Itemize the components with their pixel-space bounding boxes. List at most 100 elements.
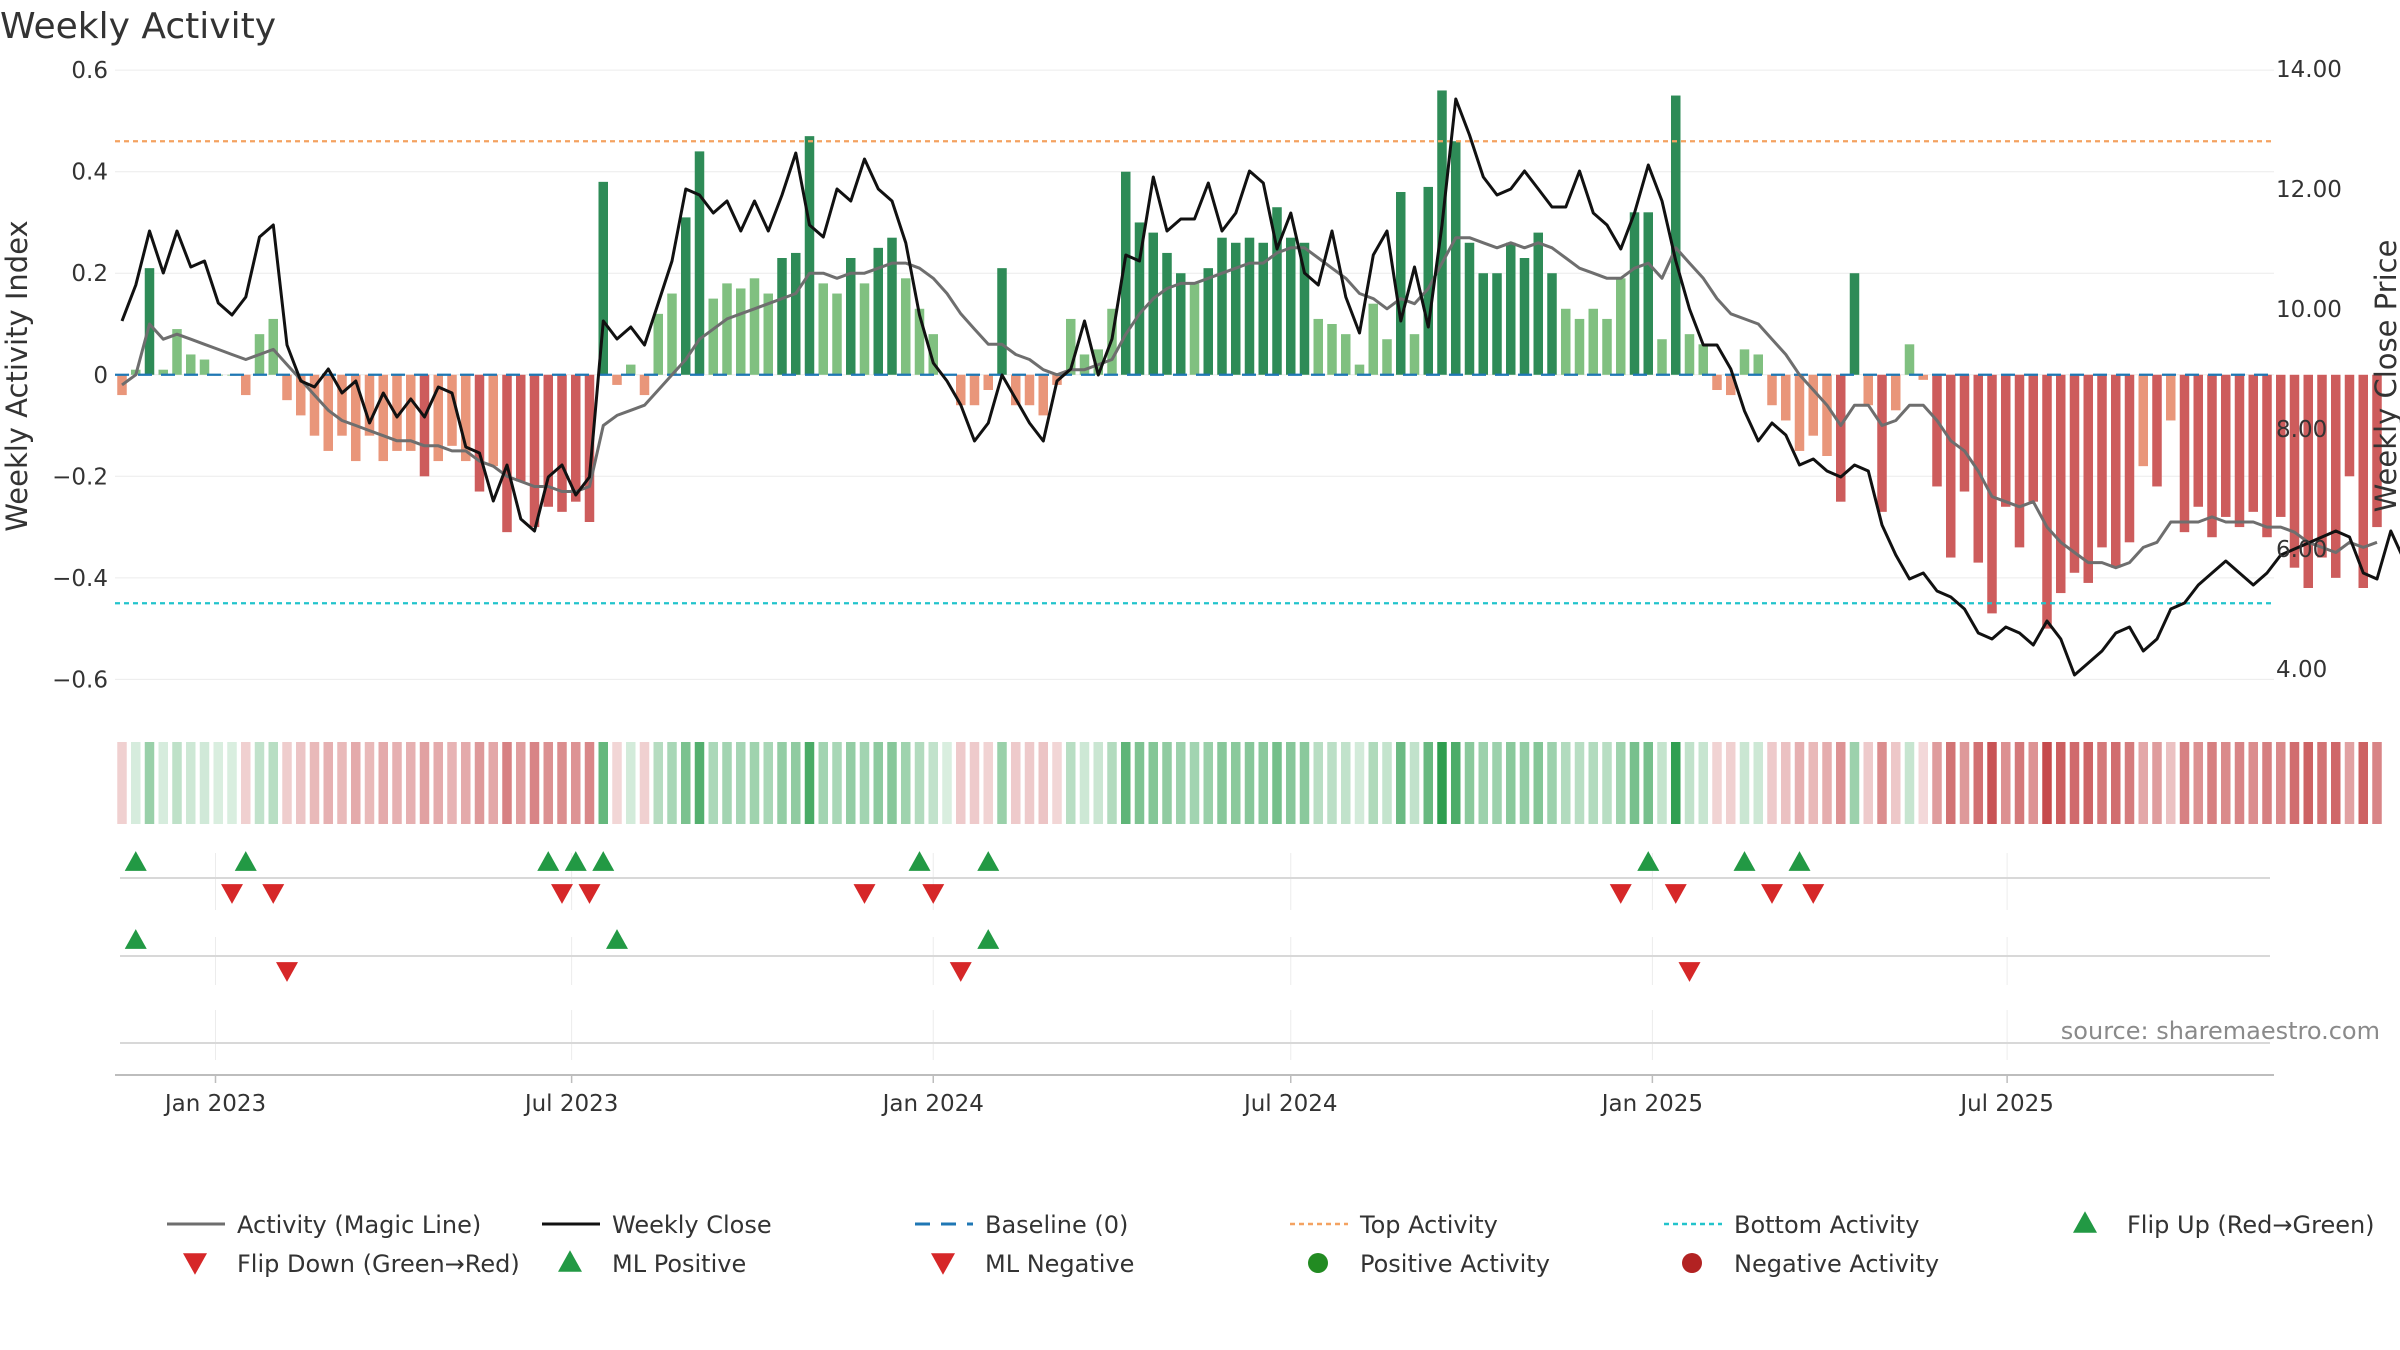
right-tick-label: 4.00 — [2276, 657, 2327, 683]
series-lines — [120, 97, 2400, 677]
activity-bar — [1863, 374, 1873, 406]
legend-label: Flip Down (Green→Red) — [237, 1250, 520, 1278]
heat-cell — [1121, 742, 1131, 824]
ml-negative-marker — [949, 962, 972, 982]
heat-cell — [2248, 742, 2258, 824]
flip-up-marker — [1733, 851, 1756, 871]
heat-cell — [117, 742, 127, 824]
activity-bar — [1244, 237, 1255, 375]
heat-cell — [1946, 742, 1956, 824]
activity-bar — [1313, 318, 1323, 375]
heat-cell — [2344, 742, 2355, 824]
heat-cell — [1959, 742, 1970, 824]
activity-bar — [1299, 242, 1310, 375]
activity-bar — [1409, 334, 1420, 375]
heat-cell — [1093, 742, 1103, 824]
heat-cell — [1629, 742, 1640, 824]
activity-bar — [1836, 374, 1846, 502]
activity-bar — [1368, 303, 1378, 375]
heat-cell — [1987, 742, 1997, 824]
activity-bar — [914, 308, 925, 375]
heat-cell — [736, 742, 746, 824]
activity-bar — [1217, 237, 1227, 375]
heat-cell — [1011, 742, 1021, 824]
x-tick-label: Jan 2025 — [1600, 1091, 1703, 1117]
flip-up-marker — [234, 851, 257, 871]
activity-bar — [1478, 273, 1488, 375]
activity-bar — [694, 151, 705, 375]
activity-bar — [2083, 374, 2093, 583]
flip-up-marker — [592, 851, 615, 871]
legend-item-top: Top Activity — [1290, 1211, 1498, 1239]
x-tick-label: Jul 2023 — [523, 1091, 619, 1117]
flip-up-marker — [537, 851, 560, 871]
heat-cell — [997, 742, 1007, 824]
heat-cell — [1836, 742, 1846, 824]
activity-bar — [681, 217, 691, 375]
heat-cell — [131, 742, 141, 824]
flip-down-marker — [1664, 884, 1687, 904]
activity-bar — [1643, 212, 1653, 375]
heat-cell — [2138, 742, 2148, 824]
ml-negative-marker — [276, 962, 298, 982]
heat-cell — [887, 742, 897, 824]
activity-bar — [1231, 242, 1241, 375]
heat-cell — [1657, 742, 1667, 824]
activity-bar — [2221, 374, 2231, 517]
activity-bar — [2124, 374, 2135, 543]
left-tick-label: −0.4 — [52, 566, 108, 592]
activity-bar — [241, 374, 251, 396]
heat-cell — [1313, 742, 1323, 824]
activity-bar — [1616, 278, 1626, 375]
activity-bar — [2152, 374, 2162, 487]
activity-bar — [1588, 308, 1598, 375]
heat-cell — [694, 742, 705, 824]
heat-cell — [1794, 742, 1805, 824]
legend: Activity (Magic Line) Weekly Close Baselin… — [167, 1211, 2375, 1278]
heat-cell — [502, 742, 512, 824]
legend-swatch — [1308, 1253, 1328, 1273]
heat-cell — [2276, 742, 2286, 824]
heat-cell — [241, 742, 251, 824]
heat-cell — [1849, 742, 1860, 824]
heat-cell — [172, 742, 182, 824]
heat-cell — [2097, 742, 2107, 824]
heat-cell — [832, 742, 842, 824]
flip-up-marker — [977, 851, 1000, 871]
activity-bar — [736, 288, 746, 375]
activity-bar — [1822, 374, 1832, 456]
activity-bar — [777, 258, 787, 375]
heat-cell — [1478, 742, 1488, 824]
heat-cell — [1739, 742, 1750, 824]
heat-cell — [763, 742, 773, 824]
left-tick-label: −0.2 — [52, 464, 108, 490]
activity-bar — [2138, 374, 2148, 467]
ml-positive-marker — [606, 929, 628, 949]
legend-item-flipup: Flip Up (Red→Green) — [2073, 1211, 2375, 1239]
activity-bar — [722, 283, 732, 375]
heat-cell — [1781, 742, 1791, 824]
heat-cell — [2056, 742, 2066, 824]
activity-bar — [846, 258, 856, 375]
activity-bar — [1671, 95, 1681, 375]
heat-cell — [144, 742, 155, 824]
x-tick-label: Jan 2023 — [163, 1091, 266, 1117]
heat-cell — [1341, 742, 1351, 824]
flip-down-marker — [221, 884, 243, 904]
heat-cell — [1533, 742, 1543, 824]
legend-item-bottom: Bottom Activity — [1664, 1211, 1919, 1239]
heat-cell — [901, 742, 911, 824]
heat-cell — [296, 742, 306, 824]
heat-cell — [571, 742, 581, 824]
flip-down-marker — [922, 884, 945, 904]
flip-down-marker — [578, 884, 601, 904]
heat-cell — [1464, 742, 1475, 824]
activity-bar — [2097, 374, 2107, 548]
activity-bar — [1341, 334, 1351, 375]
heat-cell — [1203, 742, 1213, 824]
left-tick-label: 0.4 — [71, 160, 108, 186]
activity-bar — [1506, 242, 1516, 375]
heat-cell — [1217, 742, 1227, 824]
activity-bar — [1959, 374, 1970, 492]
heat-cell — [969, 742, 980, 824]
